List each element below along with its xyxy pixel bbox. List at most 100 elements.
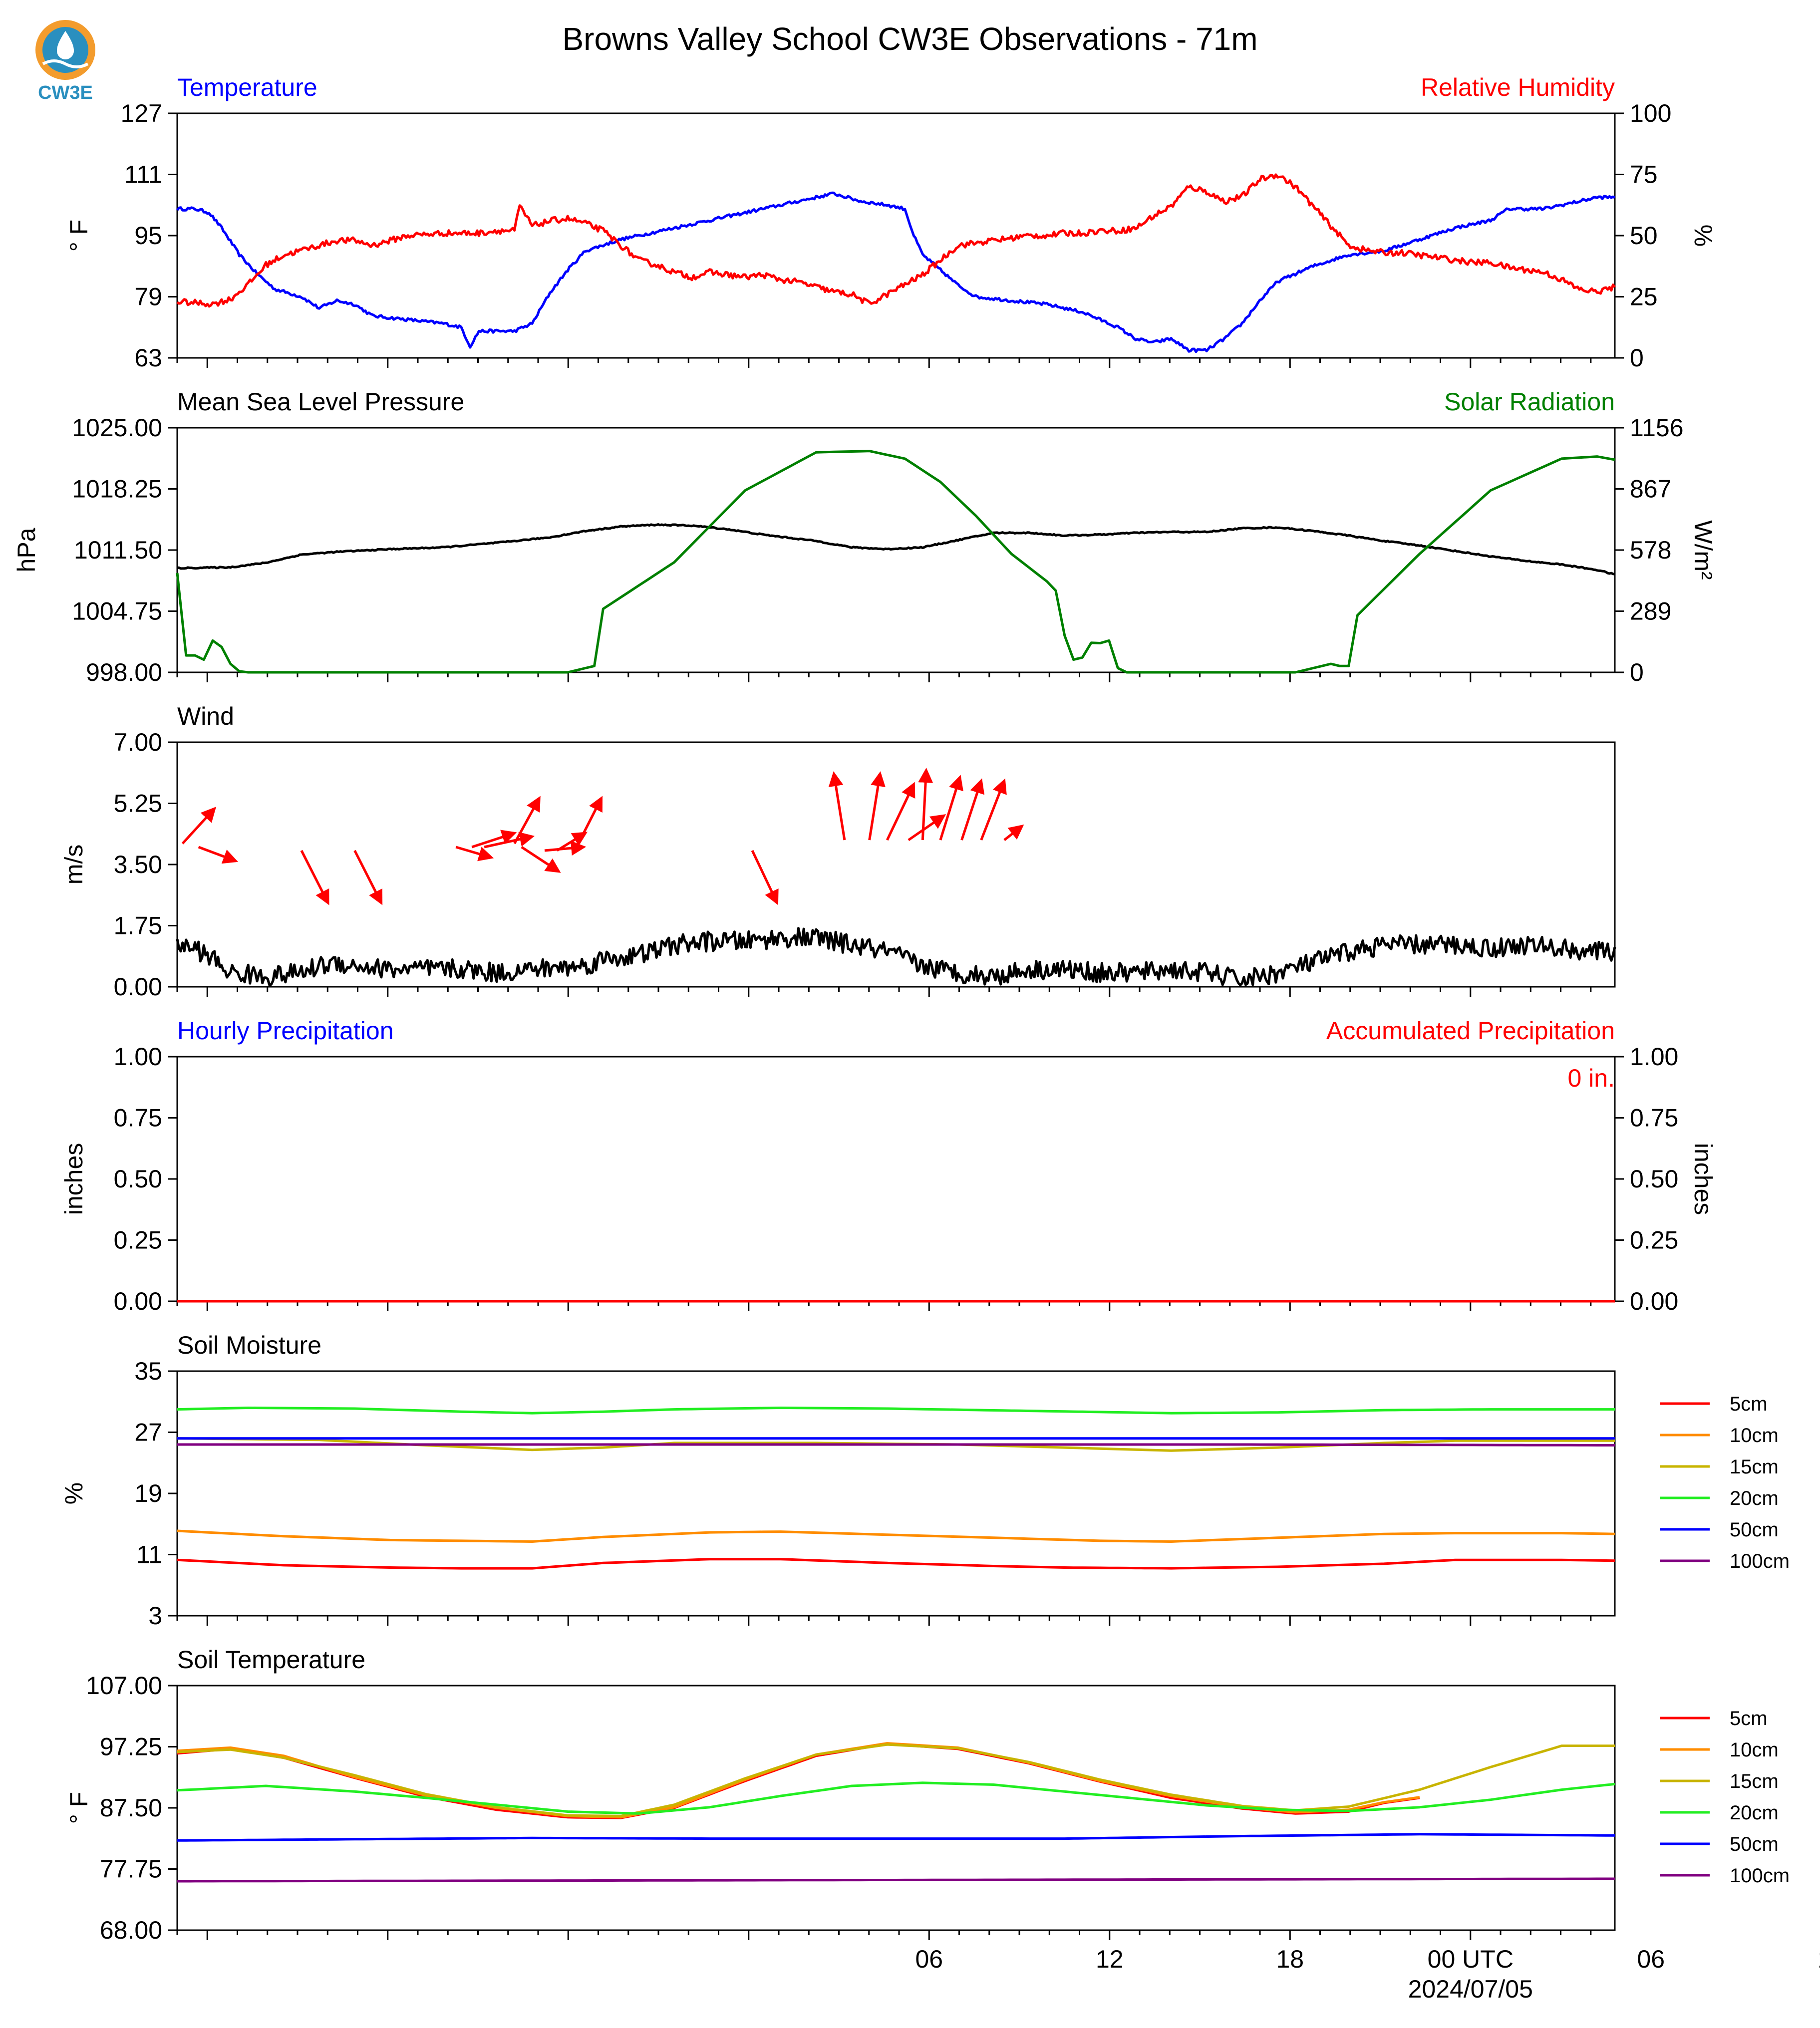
x-tick-label: 06 — [915, 1945, 943, 1973]
legend-label: 50cm — [1730, 1519, 1779, 1541]
wind-arrow — [908, 814, 946, 842]
panel-title-left: Mean Sea Level Pressure — [177, 388, 464, 416]
wind-arrow — [521, 846, 561, 873]
y-tick-label: 3 — [148, 1602, 162, 1630]
y-tick-label-right: 867 — [1630, 475, 1671, 503]
y-tick-label: 998.00 — [86, 658, 162, 686]
y-tick-label-right: 75 — [1630, 161, 1658, 189]
y-axis-label-right: W/m² — [1689, 520, 1717, 579]
series-line-green — [176, 450, 1615, 674]
series-line-black — [177, 523, 1615, 576]
panel-1: Temperature Relative Humidity 63 79 95 111 127… — [65, 73, 1717, 372]
x-tick-label: 18 — [1276, 1945, 1304, 1973]
wind-arrow — [353, 850, 383, 905]
y-tick-label-right: 578 — [1630, 536, 1671, 564]
panel-title-right: Solar Radiation — [1444, 388, 1615, 416]
wind-arrow — [455, 846, 494, 862]
y-tick-label: 97.25 — [100, 1733, 162, 1761]
series-line-100cm — [177, 1877, 1615, 1883]
series-line-5cm — [177, 1558, 1615, 1570]
water-drop-icon — [57, 31, 74, 59]
y-tick-label: 7.00 — [114, 728, 162, 756]
legend-label: 10cm — [1730, 1425, 1779, 1447]
y-tick-label: 77.75 — [100, 1855, 162, 1883]
wind-arrow — [575, 796, 603, 848]
x-date-label: 2024/07/05 — [1408, 1975, 1533, 2003]
y-axis-label: hPa — [12, 528, 40, 572]
y-tick-label: 5.25 — [114, 790, 162, 818]
wind-arrow — [828, 771, 846, 841]
wind-arrow — [471, 830, 517, 849]
wind-arrow — [751, 850, 779, 905]
y-tick-label-right: 0.25 — [1630, 1226, 1678, 1254]
y-tick-label: 107.00 — [86, 1672, 162, 1700]
y-tick-label: 95 — [134, 222, 162, 250]
accumulated-total: 0 in. — [1567, 1064, 1615, 1092]
wind-arrow — [886, 782, 915, 841]
series-line-100cm — [177, 1443, 1615, 1447]
y-axis-label: inches — [60, 1143, 88, 1215]
panel-title-left: Soil Temperature — [177, 1646, 365, 1674]
y-tick-label: 1018.25 — [72, 475, 162, 503]
y-tick-label: 0.25 — [114, 1226, 162, 1254]
y-axis-label-right: inches — [1689, 1143, 1717, 1215]
logo-text: CW3E — [38, 82, 93, 103]
y-tick-label-right: 0.50 — [1630, 1165, 1678, 1193]
y-axis-label: ° F — [65, 1792, 93, 1824]
y-tick-label: 1004.75 — [72, 597, 162, 625]
legend-label: 15cm — [1730, 1456, 1779, 1478]
x-tick-label: 00 UTC — [1428, 1945, 1514, 1973]
y-tick-label: 111 — [124, 161, 162, 189]
series-line-blue — [176, 191, 1616, 353]
wind-arrow — [918, 768, 933, 841]
wind-arrow — [939, 775, 963, 841]
panel-title-right: Accumulated Precipitation — [1326, 1017, 1615, 1045]
wind-arrow — [868, 771, 886, 841]
y-tick-label-right: 289 — [1630, 597, 1671, 625]
wind-arrow — [484, 832, 535, 849]
x-tick-label: 12 — [1818, 1945, 1820, 1973]
panel-5: Soil Moisture 3 11 19 27 35% 5cm 10cm 15cm 20cm 50… — [60, 1331, 1790, 1630]
y-tick-label: 1011.50 — [74, 536, 162, 564]
y-tick-label: 63 — [134, 344, 162, 372]
panel-title-left: Wind — [177, 702, 234, 730]
y-tick-label-right: 0 — [1630, 344, 1644, 372]
wind-arrow — [513, 796, 541, 845]
y-tick-label-right: 25 — [1630, 283, 1658, 311]
y-tick-label: 1025.00 — [72, 414, 162, 442]
y-axis-label: ° F — [65, 220, 93, 252]
legend-label: 20cm — [1730, 1487, 1779, 1509]
y-tick-label: 27 — [134, 1419, 162, 1447]
wind-arrow — [544, 841, 587, 856]
series-line-black — [176, 927, 1616, 987]
wind-arrow — [198, 846, 239, 864]
wind-arrow — [960, 778, 985, 841]
y-tick-label: 68.00 — [100, 1916, 162, 1944]
logo-wave — [42, 59, 89, 68]
figure-title: Browns Valley School CW3E Observations -… — [562, 21, 1257, 57]
y-tick-label-right: 1.00 — [1630, 1043, 1678, 1071]
y-tick-label-right: 0.00 — [1630, 1287, 1678, 1315]
y-tick-label: 0.00 — [114, 973, 162, 1001]
legend-label: 5cm — [1730, 1393, 1768, 1415]
panel-title-left: Soil Moisture — [177, 1331, 321, 1359]
panel-3: Wind 0.00 1.75 3.50 5.25 7.00 m/s — [60, 702, 1616, 1001]
plot-frame — [176, 112, 1616, 359]
y-tick-label: 11 — [136, 1541, 162, 1569]
series-line-50cm — [177, 1833, 1615, 1842]
y-tick-label: 35 — [134, 1357, 162, 1385]
legend-label: 50cm — [1730, 1833, 1779, 1855]
legend-label: 15cm — [1730, 1770, 1779, 1792]
panel-2: Mean Sea Level Pressure Solar Radiation 99… — [12, 388, 1717, 686]
series-line-red — [176, 173, 1616, 308]
cw3e-logo: CW3E — [28, 15, 103, 105]
wind-arrow — [300, 850, 329, 905]
series-line-10cm — [177, 1529, 1615, 1543]
panel-title-right: Relative Humidity — [1421, 73, 1615, 101]
x-tick-label: 12 — [1096, 1945, 1124, 1973]
wind-arrow — [980, 778, 1007, 841]
series-line-15cm — [177, 1743, 1615, 1817]
y-tick-label-right: 50 — [1630, 222, 1658, 250]
wind-arrow — [181, 807, 217, 845]
